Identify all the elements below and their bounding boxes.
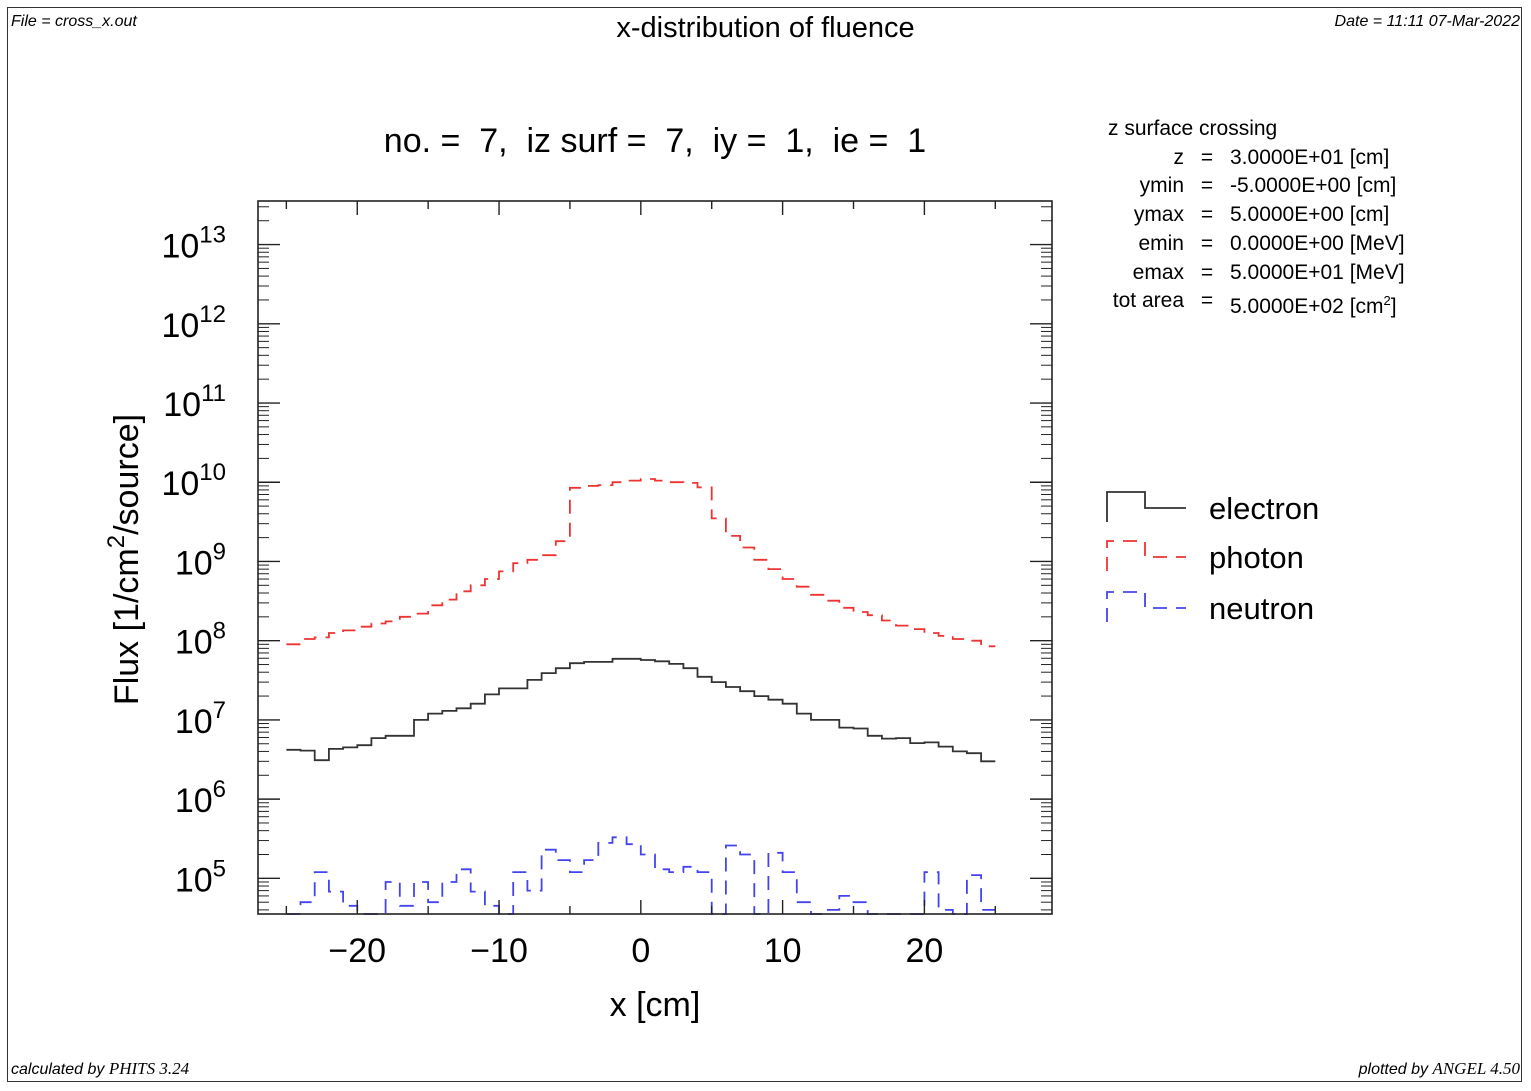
info-key: z — [1173, 145, 1185, 169]
y-axis-label: Flux [1/cm2/source] — [103, 414, 146, 705]
info-key: emax — [1132, 260, 1184, 284]
info-value-suffix: ] — [1390, 295, 1397, 319]
info-row: ymax = 5.0000E+00 [cm] — [1098, 201, 1405, 230]
info-title: z surface crossing — [1108, 117, 1278, 140]
y-tick-label: 105 — [175, 855, 226, 899]
info-value-sup: 2 — [1383, 293, 1391, 309]
info-equals: = — [1200, 203, 1214, 227]
y-tick-label: 1010 — [161, 459, 226, 503]
info-equals: = — [1200, 260, 1214, 284]
info-key: emin — [1138, 231, 1184, 255]
info-equals: = — [1200, 145, 1214, 169]
x-tick-label: −10 — [470, 932, 528, 970]
file-label: File = cross_x.out — [11, 13, 137, 30]
y-tick-label: 1013 — [161, 222, 226, 266]
x-tick-label: −20 — [328, 932, 386, 970]
date-label: Date = 11:11 07-Mar-2022 — [1334, 13, 1520, 30]
legend-label-electron: electron — [1209, 491, 1319, 526]
chart-title: x-distribution of fluence — [616, 12, 915, 44]
info-equals: = — [1200, 289, 1214, 313]
plotted-by-prefix: plotted by — [1358, 1061, 1433, 1078]
info-value: 5.0000E+00 [cm] — [1230, 203, 1390, 227]
x-axis-label: x [cm] — [610, 986, 701, 1024]
legend-swatch-electron — [1106, 491, 1186, 522]
info-key: ymax — [1133, 203, 1184, 227]
labels-layer: −20 −10 0 10 20 1013 1012 1011 1010 109 108 107 106 1… — [103, 222, 943, 1024]
info-value: 5.0000E+02 [cm2] — [1230, 287, 1397, 322]
info-value: -5.0000E+00 [cm] — [1230, 174, 1397, 198]
series-layer — [286, 478, 996, 915]
x-tick-label: 0 — [631, 932, 650, 970]
info-value: 0.0000E+00 [MeV] — [1230, 231, 1405, 255]
series-electron-line — [286, 657, 996, 763]
x-tick-label: 20 — [905, 932, 943, 970]
plot-area — [257, 200, 1053, 915]
calculated-by-label: calculated by PHITS 3.24 — [11, 1059, 189, 1079]
info-key: ymin — [1139, 174, 1184, 198]
info-value-text: 5.0000E+02 [cm — [1230, 295, 1384, 319]
legend-swatch-neutron — [1106, 591, 1186, 622]
legend-label-neutron: neutron — [1209, 591, 1314, 626]
angel-version: ANGEL 4.50 — [1432, 1059, 1520, 1078]
series-neutron-line — [286, 836, 996, 915]
info-equals: = — [1200, 174, 1214, 198]
legend-swatch-photon — [1106, 540, 1186, 571]
legend: electron photon neutron — [1106, 491, 1319, 626]
phits-version: PHITS 3.24 — [108, 1059, 190, 1078]
legend-label-photon: photon — [1209, 540, 1304, 575]
series-photon-line — [286, 478, 996, 648]
info-row: z = 3.0000E+01 [cm] — [1098, 144, 1405, 173]
y-tick-label: 108 — [175, 618, 226, 662]
info-row: ymin = -5.0000E+00 [cm] — [1098, 172, 1405, 201]
y-tick-label: 1011 — [163, 380, 226, 424]
info-row: tot area = 5.0000E+02 [cm2] — [1098, 287, 1405, 322]
y-tick-label: 106 — [175, 776, 226, 820]
info-row: emin = 0.0000E+00 [MeV] — [1098, 230, 1405, 259]
plotted-by-label: plotted by ANGEL 4.50 — [1359, 1059, 1520, 1079]
calculated-by-prefix: calculated by — [11, 1061, 109, 1078]
x-tick-label: 10 — [764, 932, 802, 970]
info-key: tot area — [1112, 289, 1184, 313]
info-row: emax = 5.0000E+01 [MeV] — [1098, 259, 1405, 288]
info-equals: = — [1200, 231, 1214, 255]
y-tick-label: 1012 — [161, 301, 226, 345]
chart-subtitle: no. = 7, iz surf = 7, iy = 1, ie = 1 — [383, 122, 927, 160]
y-tick-label: 107 — [175, 697, 226, 741]
info-value: 3.0000E+01 [cm] — [1230, 145, 1390, 169]
tally-info-panel: z surface crossing z = 3.0000E+01 [cm] ymi… — [1098, 115, 1405, 322]
page-frame — [7, 7, 1522, 1082]
info-value: 5.0000E+01 [MeV] — [1230, 260, 1405, 284]
y-tick-label: 109 — [175, 538, 226, 582]
ticks-layer — [258, 201, 1052, 914]
